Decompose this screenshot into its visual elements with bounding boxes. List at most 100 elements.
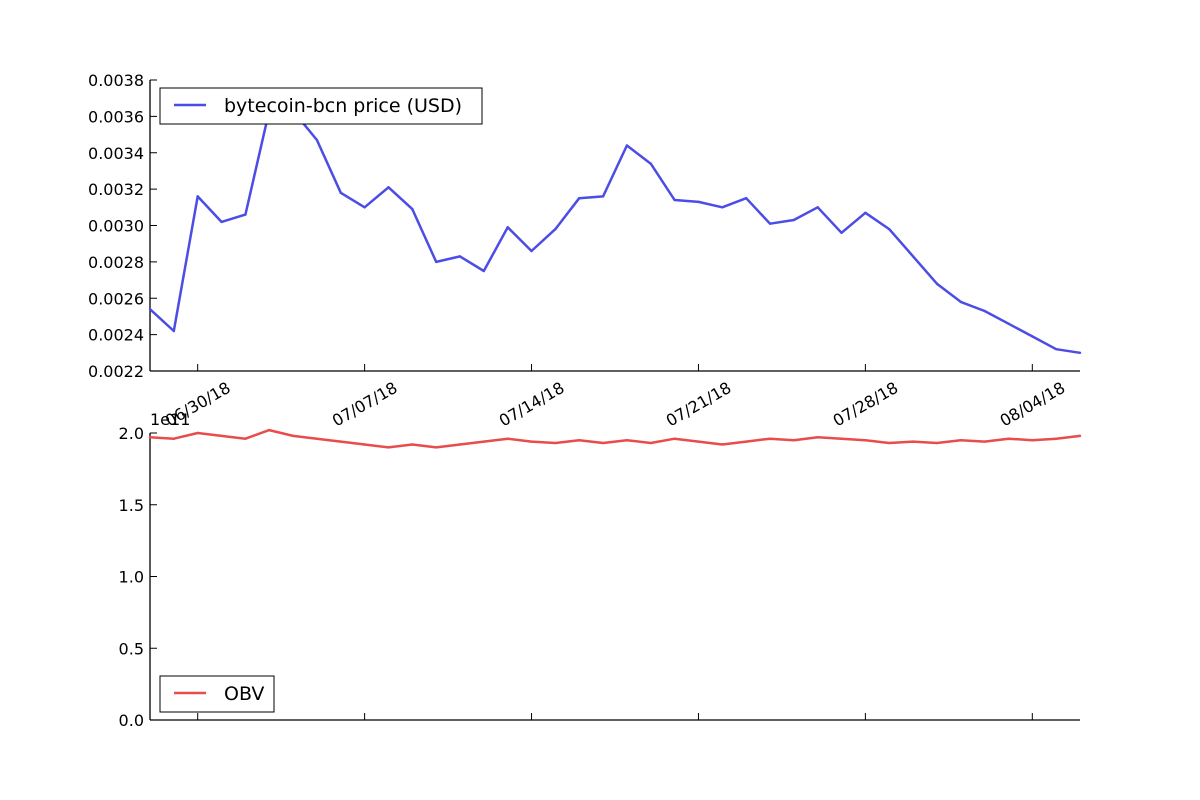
price-legend-label: bytecoin-bcn price (USD) — [224, 95, 462, 117]
price-data-point — [482, 269, 486, 273]
price-legend-box — [159, 87, 483, 125]
price-data-point — [1054, 347, 1058, 351]
obv-data-point — [506, 437, 509, 440]
price-data-point — [458, 255, 462, 258]
obv-data-point — [363, 443, 366, 446]
price-x-tick-label: 08/04/18 — [997, 378, 1069, 430]
obv-data-point — [291, 434, 295, 438]
price-data-point — [387, 186, 390, 189]
price-y-tick-label: 0.0036 — [88, 107, 144, 126]
obv-data-point — [816, 436, 819, 439]
price-data-point — [697, 200, 700, 204]
obv-data-point — [578, 438, 581, 442]
price-data-point — [1031, 335, 1034, 338]
obv-data-point — [554, 441, 557, 445]
price-y-tick-label: 0.0028 — [88, 253, 144, 272]
price-data-point — [530, 249, 533, 253]
price-chart-panel: 0.0022 0.0024 0.0026 0.0028 0.0030 0.0032 0.00… — [88, 71, 1082, 430]
price-data-point — [911, 255, 915, 258]
price-x-tick-label: 07/28/18 — [830, 378, 902, 430]
obv-axis-offset-label: 1e11 — [150, 410, 190, 429]
obv-legend-label: OBV — [224, 683, 264, 705]
obv-data-point — [196, 431, 199, 435]
price-y-tick-label: 0.0030 — [88, 217, 144, 236]
obv-data-point — [530, 440, 533, 443]
obv-data-point — [458, 443, 462, 446]
obv-data-point — [601, 441, 605, 445]
price-data-point — [816, 206, 819, 209]
price-data-point — [506, 226, 509, 229]
obv-data-point — [625, 438, 629, 442]
obv-data-point — [482, 440, 486, 443]
obv-data-point — [959, 438, 962, 442]
obv-data-point — [673, 437, 676, 440]
price-data-point — [840, 231, 843, 234]
obv-y-tick-label: 1.0 — [119, 568, 144, 587]
obv-data-point — [1054, 437, 1058, 440]
price-y-tick-label: 0.0032 — [88, 180, 144, 199]
price-data-point — [935, 282, 939, 285]
price-data-point — [983, 309, 986, 313]
obv-data-point — [1007, 437, 1010, 440]
price-data-point — [339, 191, 342, 194]
price-data-point — [315, 138, 319, 142]
obv-data-point — [983, 440, 986, 443]
price-y-tick-label: 0.0024 — [88, 326, 144, 345]
obv-data-point — [864, 438, 867, 442]
obv-data-point — [339, 440, 342, 443]
price-data-point — [959, 300, 962, 304]
price-data-point — [649, 162, 652, 165]
obv-data-point — [244, 437, 247, 440]
obv-data-point — [387, 446, 390, 449]
obv-data-point — [1078, 434, 1082, 438]
price-y-tick-label: 0.0026 — [88, 289, 144, 308]
price-data-point — [601, 195, 605, 198]
price-data-point — [864, 211, 867, 214]
obv-data-point — [935, 441, 939, 445]
price-data-point — [1078, 351, 1082, 355]
obv-data-point — [888, 441, 891, 445]
obv-data-point — [792, 438, 796, 442]
price-x-tick-label: 07/14/18 — [496, 378, 568, 430]
price-data-point — [554, 227, 557, 231]
obv-data-point — [697, 440, 700, 443]
price-data-point — [196, 195, 199, 198]
obv-data-point — [315, 437, 319, 440]
obv-chart-panel: 0.0 0.5 1.0 1.5 2.0 1e11 OBV — [119, 410, 1082, 730]
price-data-point — [673, 198, 676, 202]
obv-y-tick-label: 0.5 — [119, 639, 144, 658]
price-data-point — [220, 220, 223, 224]
price-x-tick-label: 07/07/18 — [329, 378, 401, 430]
price-y-tick-label: 0.0022 — [88, 362, 144, 381]
obv-data-point — [268, 428, 271, 432]
obv-series-line — [149, 428, 1081, 449]
obv-data-point — [768, 437, 772, 440]
obv-y-tick-label: 2.0 — [119, 424, 144, 443]
price-data-point — [434, 260, 438, 264]
obv-data-point — [721, 443, 724, 446]
obv-data-point — [220, 434, 223, 438]
price-data-point — [148, 307, 152, 311]
obv-data-point — [148, 436, 152, 439]
obv-y-tick-label: 1.5 — [119, 496, 144, 515]
price-data-point — [721, 206, 724, 209]
obv-data-point — [649, 441, 652, 445]
obv-data-point — [434, 446, 438, 449]
price-data-point — [578, 197, 581, 200]
price-legend: bytecoin-bcn price (USD) — [159, 87, 483, 125]
price-data-point — [1007, 322, 1010, 325]
obv-legend: OBV — [159, 675, 275, 713]
price-data-point — [888, 227, 891, 231]
price-y-tick-label: 0.0038 — [88, 71, 144, 90]
price-y-tick-label: 0.0034 — [88, 144, 144, 163]
obv-data-point — [172, 437, 176, 440]
price-series-line — [149, 109, 1081, 355]
obv-data-point — [1031, 438, 1034, 442]
obv-y-tick-label: 0.0 — [119, 711, 144, 730]
price-data-point — [744, 197, 748, 200]
price-data-point — [625, 144, 629, 147]
price-data-point — [363, 206, 366, 209]
obv-data-point — [911, 440, 915, 443]
price-data-point — [244, 213, 247, 216]
